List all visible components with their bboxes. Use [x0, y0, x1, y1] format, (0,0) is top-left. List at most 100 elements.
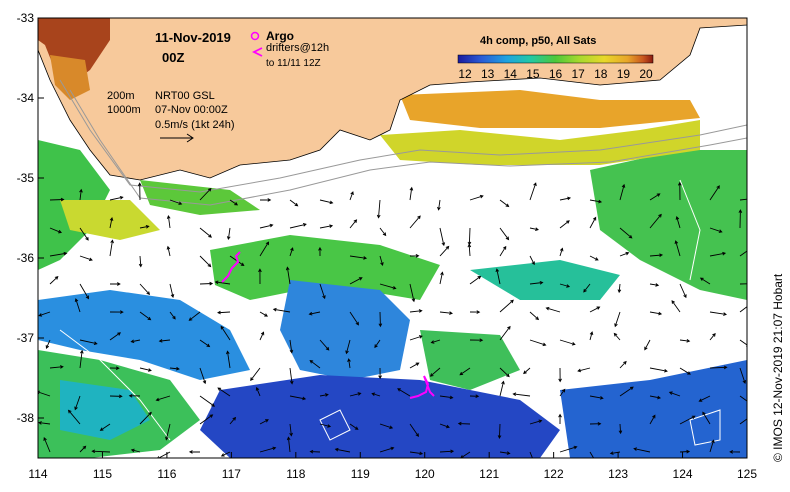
current-arrow — [499, 199, 510, 208]
current-arrow — [169, 199, 183, 205]
current-arrow — [229, 199, 239, 206]
composite-title: 4h comp, p50, All Sats — [480, 35, 596, 47]
current-arrow — [199, 255, 212, 268]
current-arrow — [379, 255, 384, 266]
current-arrow — [469, 338, 484, 343]
current-arrow — [38, 311, 51, 317]
sst-patch-yellow-coast — [380, 120, 700, 165]
current-arrow — [709, 332, 716, 341]
current-arrow — [374, 339, 381, 349]
current-arrow — [677, 181, 682, 201]
current-arrow — [709, 365, 728, 370]
current-arrow — [349, 277, 363, 285]
current-arrow — [79, 339, 98, 346]
current-arrow — [49, 197, 65, 202]
x-axis: 114 115 116 117 118 119 120 121 122 123 124 125 — [28, 452, 757, 481]
current-arrow — [469, 310, 481, 314]
current-arrow — [529, 280, 544, 285]
current-arrow — [589, 216, 597, 229]
current-arrow — [74, 298, 81, 313]
scale-arrow-icon — [160, 133, 194, 143]
x-tick-label: 122 — [544, 467, 564, 481]
current-arrow — [137, 182, 142, 201]
current-arrow — [619, 386, 634, 397]
x-tick-label: 114 — [28, 467, 47, 481]
current-arrow — [439, 311, 453, 315]
current-arrow — [499, 245, 507, 257]
sst-patch-blue-southwest — [38, 290, 250, 380]
current-arrow — [671, 300, 681, 313]
current-arrow — [289, 247, 294, 257]
current-arrow — [559, 339, 576, 346]
current-arrow — [679, 415, 696, 425]
current-arrow — [169, 311, 176, 320]
current-arrow — [289, 423, 293, 437]
x-tick-label: 116 — [157, 467, 176, 481]
current-arrow — [617, 283, 622, 294]
current-arrow — [709, 311, 727, 316]
current-arrow — [589, 199, 603, 204]
current-arrow — [379, 227, 387, 237]
x-tick-label: 118 — [286, 467, 305, 481]
current-date-label: 07-Nov 00:00Z — [155, 104, 228, 116]
current-arrow — [259, 419, 269, 425]
current-arrow — [469, 194, 484, 201]
current-arrow — [529, 311, 540, 321]
colorbar-ticks: 12 13 14 15 16 17 18 19 20 — [458, 67, 653, 81]
current-arrow — [709, 439, 715, 453]
sst-patch-green-east — [590, 150, 747, 300]
current-arrow — [109, 195, 124, 201]
current-arrow — [226, 227, 231, 241]
y-tick-label: -37 — [17, 331, 35, 345]
current-arrow — [217, 310, 231, 315]
current-arrow — [439, 227, 446, 247]
current-arrow — [619, 360, 627, 369]
current-arrow — [347, 358, 351, 369]
sst-isotherm-southeast — [689, 409, 721, 446]
current-arrow — [259, 241, 270, 257]
current-arrow — [220, 451, 231, 457]
argo-label: Argo — [266, 29, 294, 43]
current-arrow — [397, 388, 411, 397]
current-arrow — [199, 414, 214, 425]
current-arrow — [250, 367, 261, 382]
current-arrow — [319, 423, 332, 428]
current-arrow — [309, 359, 321, 369]
current-arrow — [739, 418, 747, 425]
y-axis: -33 -34 -35 -36 -37 -38 — [17, 11, 44, 425]
current-arrow — [409, 254, 420, 258]
y-tick-label: -36 — [17, 251, 35, 265]
sst-isotherm-east — [679, 179, 701, 281]
drifter-track-south — [409, 375, 435, 399]
current-arrow — [523, 367, 531, 375]
current-arrow — [409, 362, 420, 369]
current-arrow — [675, 215, 681, 229]
current-arrow — [739, 306, 747, 313]
current-arrow — [169, 283, 175, 298]
sst-patch-orange-coast — [400, 90, 700, 128]
x-tick-label: 125 — [737, 467, 757, 481]
current-arrow — [589, 255, 599, 261]
current-arrow — [529, 255, 535, 266]
bathymetry-contour-200m — [59, 79, 747, 193]
current-arrow — [739, 198, 747, 201]
current-arrow — [109, 239, 114, 257]
sst-patch-blue-southeast — [560, 360, 747, 458]
current-arrow — [409, 186, 414, 201]
current-arrow — [79, 255, 93, 262]
current-arrow — [739, 283, 747, 285]
current-arrow — [79, 349, 84, 369]
current-arrow — [199, 227, 212, 238]
current-arrow — [345, 339, 351, 355]
current-arrow — [259, 198, 272, 202]
current-arrow — [698, 395, 711, 402]
bathymetry-contour-1000m — [69, 89, 747, 206]
current-arrow — [49, 251, 68, 257]
current-arrow — [529, 339, 547, 347]
current-arrow — [188, 311, 201, 321]
y-tick-label: -38 — [17, 411, 35, 425]
current-arrow — [255, 386, 261, 397]
current-arrow — [334, 447, 351, 453]
current-arrow — [499, 451, 511, 455]
